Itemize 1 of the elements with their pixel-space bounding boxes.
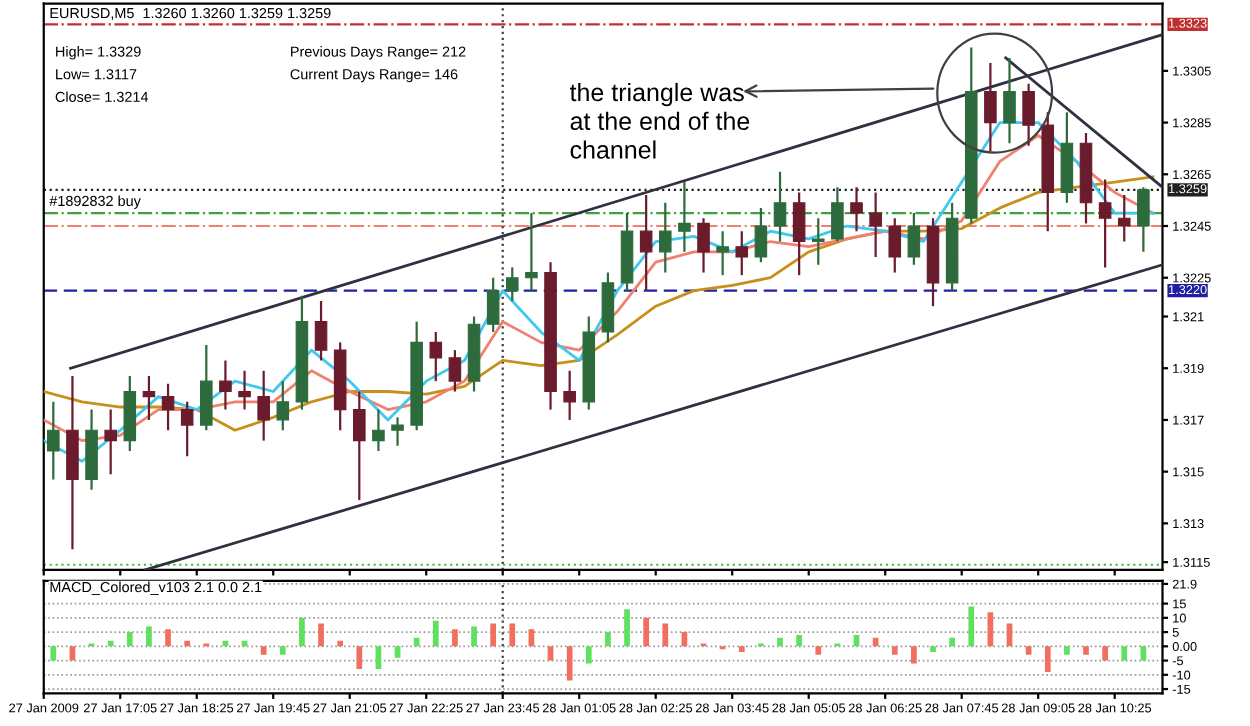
annotation: the triangle was at the end of the channel (569, 82, 750, 159)
